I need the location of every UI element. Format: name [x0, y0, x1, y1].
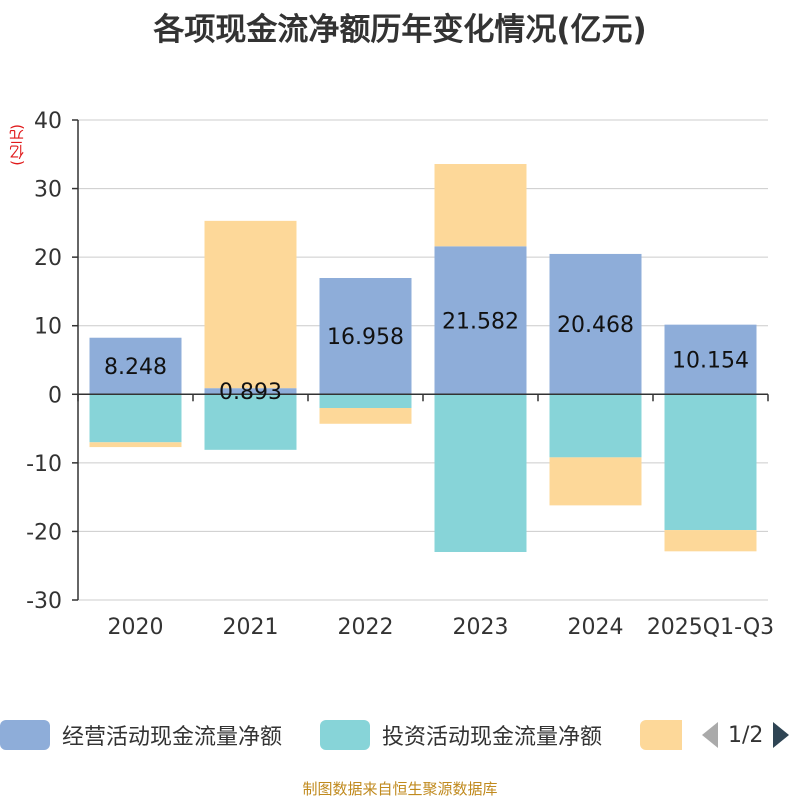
bar-investing — [89, 394, 182, 443]
y-tick-label: 30 — [34, 178, 62, 203]
legend-item-operating[interactable]: 经营活动现金流量净额 — [0, 715, 282, 755]
bar-financing — [664, 530, 757, 552]
y-tick-label: 40 — [34, 109, 62, 134]
x-tick-label: 2022 — [338, 615, 394, 640]
data-label: 8.248 — [104, 355, 167, 380]
legend-page-indicator: 1/2 — [728, 722, 764, 748]
bar-operating — [549, 253, 642, 395]
bar-investing — [434, 394, 527, 552]
x-tick-label: 2025Q1-Q3 — [647, 615, 774, 640]
bar-investing — [319, 394, 412, 408]
y-tick-label: 0 — [48, 383, 62, 408]
chevron-left-icon[interactable] — [700, 720, 720, 750]
x-tick-label: 2020 — [108, 615, 164, 640]
y-tick-label: -30 — [26, 589, 62, 614]
legend-swatch-investing — [320, 720, 370, 750]
data-label: 0.893 — [219, 380, 282, 405]
bar-financing — [89, 442, 182, 448]
legend-label-investing: 投资活动现金流量净额 — [382, 725, 603, 750]
bar-operating — [89, 337, 182, 395]
legend-swatch-operating — [0, 720, 50, 750]
bar-operating — [204, 388, 297, 395]
bar-financing — [204, 220, 297, 389]
bar-investing — [549, 394, 642, 458]
x-tick-label: 2023 — [453, 615, 509, 640]
bar-operating — [319, 278, 412, 395]
data-label: 16.958 — [327, 325, 404, 350]
x-tick-label: 2024 — [568, 615, 624, 640]
legend-item-investing[interactable]: 投资活动现金流量净额 — [320, 715, 602, 755]
legend-item-financing[interactable] — [640, 715, 682, 755]
bar-investing — [204, 394, 297, 450]
data-label: 10.154 — [672, 348, 749, 373]
data-label: 21.582 — [442, 309, 519, 334]
y-tick-label: 10 — [34, 315, 62, 340]
legend: 经营活动现金流量净额 投资活动现金流量净额 1/2 — [0, 715, 800, 755]
chart-title: 各项现金流净额历年变化情况(亿元) — [153, 12, 647, 48]
legend-swatch-financing — [640, 720, 682, 750]
chevron-right-icon[interactable] — [771, 720, 791, 750]
legend-pager: 1/2 — [700, 715, 791, 755]
data-label: 20.468 — [557, 313, 634, 338]
bar-operating — [434, 246, 527, 395]
y-tick-label: -10 — [26, 452, 62, 477]
data-source-footer: 制图数据来自恒生聚源数据库 — [302, 780, 498, 798]
bar-investing — [664, 394, 757, 531]
bar-financing — [549, 457, 642, 506]
bar-financing — [319, 408, 412, 424]
y-tick-label: 20 — [34, 246, 62, 271]
bar-financing — [434, 164, 527, 247]
bar-operating — [664, 324, 757, 395]
legend-label-operating: 经营活动现金流量净额 — [62, 725, 283, 750]
bar-chart: 40 30 20 10 0 -10 -20 -30 2020 2021 2022 2023 2024 20… — [26, 109, 774, 640]
y-tick-label: -20 — [26, 520, 62, 545]
x-tick-label: 2021 — [223, 615, 279, 640]
